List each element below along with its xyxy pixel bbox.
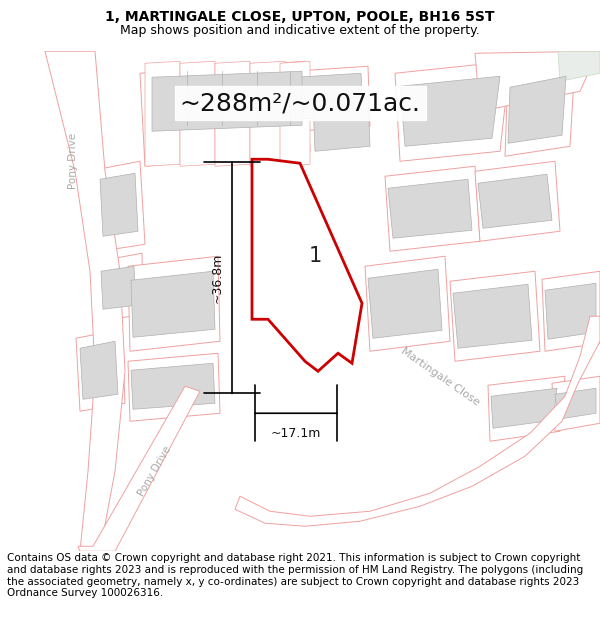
Polygon shape	[131, 271, 215, 338]
Polygon shape	[508, 76, 566, 143]
Polygon shape	[280, 61, 310, 166]
Text: ~36.8m: ~36.8m	[211, 253, 224, 303]
Polygon shape	[395, 61, 510, 161]
Polygon shape	[145, 61, 180, 166]
Polygon shape	[128, 256, 220, 351]
Polygon shape	[180, 61, 215, 166]
Polygon shape	[475, 161, 560, 241]
Polygon shape	[98, 253, 143, 321]
Text: Pony Drive: Pony Drive	[68, 133, 78, 189]
Polygon shape	[313, 96, 370, 151]
Polygon shape	[80, 341, 118, 399]
Polygon shape	[235, 316, 600, 526]
Polygon shape	[552, 376, 600, 431]
Text: 1, MARTINGALE CLOSE, UPTON, POOLE, BH16 5ST: 1, MARTINGALE CLOSE, UPTON, POOLE, BH16 …	[105, 10, 495, 24]
Text: Martingale Close: Martingale Close	[399, 346, 481, 407]
Polygon shape	[388, 179, 472, 238]
Polygon shape	[76, 329, 125, 411]
Polygon shape	[453, 284, 532, 348]
Polygon shape	[488, 376, 565, 441]
Polygon shape	[152, 71, 302, 131]
Text: ~288m²/~0.071ac.: ~288m²/~0.071ac.	[179, 91, 421, 115]
Text: ~17.1m: ~17.1m	[271, 428, 321, 440]
Polygon shape	[140, 61, 310, 166]
Polygon shape	[128, 353, 220, 421]
Polygon shape	[45, 51, 125, 551]
Polygon shape	[545, 283, 596, 339]
Polygon shape	[365, 256, 450, 351]
Polygon shape	[250, 61, 285, 166]
Polygon shape	[475, 51, 598, 111]
Text: Pony Drive: Pony Drive	[137, 444, 173, 498]
Polygon shape	[491, 388, 557, 428]
Polygon shape	[215, 61, 250, 166]
Text: 1: 1	[308, 246, 322, 266]
Polygon shape	[101, 266, 136, 309]
Polygon shape	[131, 363, 215, 409]
Polygon shape	[555, 388, 596, 419]
Polygon shape	[400, 76, 500, 146]
Polygon shape	[542, 271, 600, 351]
Polygon shape	[252, 159, 362, 371]
Polygon shape	[98, 161, 145, 251]
Polygon shape	[450, 271, 540, 361]
Text: Contains OS data © Crown copyright and database right 2021. This information is : Contains OS data © Crown copyright and d…	[7, 553, 583, 598]
Polygon shape	[100, 173, 138, 236]
Polygon shape	[505, 61, 575, 156]
Polygon shape	[478, 174, 552, 228]
Polygon shape	[368, 269, 442, 338]
Polygon shape	[293, 66, 370, 131]
Text: Map shows position and indicative extent of the property.: Map shows position and indicative extent…	[120, 24, 480, 37]
Polygon shape	[296, 73, 363, 119]
Polygon shape	[558, 51, 600, 81]
Polygon shape	[78, 386, 200, 551]
Polygon shape	[385, 166, 480, 251]
